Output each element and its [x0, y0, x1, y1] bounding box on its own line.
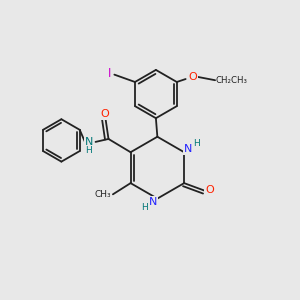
Text: CH₃: CH₃	[95, 190, 111, 199]
Text: O: O	[100, 109, 109, 118]
Text: O: O	[189, 72, 197, 82]
Text: N: N	[85, 137, 93, 147]
Text: H: H	[142, 203, 148, 212]
Text: H: H	[85, 146, 92, 155]
Text: H: H	[193, 139, 200, 148]
Text: CH₂CH₃: CH₂CH₃	[216, 76, 248, 85]
Text: N: N	[184, 144, 192, 154]
Text: N: N	[149, 197, 157, 207]
Text: O: O	[205, 185, 214, 196]
Text: I: I	[107, 67, 111, 80]
